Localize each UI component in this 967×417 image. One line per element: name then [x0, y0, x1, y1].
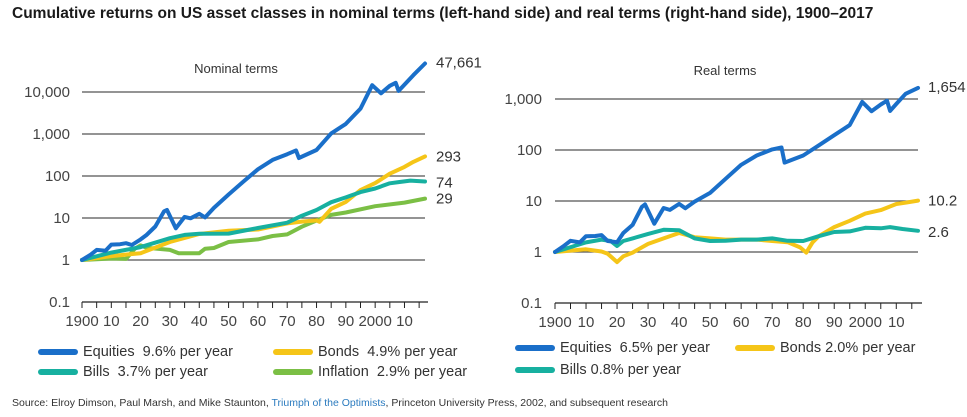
- x-tick-label: 1900: [538, 314, 571, 331]
- legend-swatch-equities: [38, 349, 78, 355]
- series-line-equities: [80, 61, 427, 262]
- legend-swatch-equities: [515, 345, 555, 351]
- panel-title: Nominal terms: [194, 61, 278, 76]
- x-tick-label: 80: [308, 313, 325, 330]
- legend-swatch-bills: [515, 367, 555, 373]
- end-label-bills: 74: [436, 174, 453, 191]
- source-suffix: , Princeton University Press, 2002, and …: [385, 397, 669, 409]
- x-tick-label: 60: [733, 314, 750, 331]
- legend-rate: 9.6% per year: [142, 344, 233, 360]
- y-tick-label: 1,000: [504, 91, 542, 108]
- legend-item-nominal-inflation: Inflation 2.9% per year: [273, 364, 467, 380]
- source-book-link[interactable]: Triumph of the Optimists: [271, 397, 386, 409]
- x-tick-label: 60: [250, 313, 267, 330]
- end-label-inflation: 29: [436, 191, 453, 208]
- end-label-bonds: 293: [436, 148, 461, 165]
- x-tick-label: 10: [578, 314, 595, 331]
- source-prefix: Source: Elroy Dimson, Paul Marsh, and Mi…: [12, 397, 272, 409]
- legend-item-nominal-bonds: Bonds 4.9% per year: [273, 344, 457, 360]
- y-tick-label: 1: [534, 244, 542, 261]
- legend-rate: 0.8% per year: [590, 362, 681, 378]
- end-label-bills: 2.6: [928, 224, 949, 241]
- x-tick-label: 2000: [358, 313, 391, 330]
- legend-label: Bills: [83, 364, 110, 380]
- legend-rate: 2.9% per year: [376, 364, 468, 380]
- x-tick-label: 90: [826, 314, 843, 331]
- x-tick-label: 20: [609, 314, 626, 331]
- y-tick-label: 100: [517, 142, 542, 159]
- x-tick-label: 30: [640, 314, 657, 331]
- legend-item-nominal-bills: Bills 3.7% per year: [38, 364, 208, 380]
- y-tick-label: 10: [525, 193, 542, 210]
- legend-label: Bonds: [318, 344, 360, 360]
- legend-rate: 2.0% per year: [825, 340, 916, 356]
- legend-swatch-bills: [38, 369, 78, 375]
- y-tick-label: 1,000: [32, 126, 70, 143]
- x-tick-label: 2000: [849, 314, 882, 331]
- legend-rate: 3.7% per year: [117, 364, 208, 380]
- series-line-bonds: [80, 154, 427, 262]
- x-tick-label: 50: [220, 313, 237, 330]
- x-tick-label: 1900: [65, 313, 98, 330]
- end-label-equities: 1,654: [928, 79, 966, 96]
- series-line-bills: [553, 225, 920, 254]
- legend-label: Bonds: [780, 340, 822, 356]
- source-note: Source: Elroy Dimson, Paul Marsh, and Mi…: [12, 397, 668, 409]
- chart-panel-nominal: Nominal terms 0.1 1 10 100 1,000 10,000 1900 10 2…: [24, 55, 482, 330]
- end-label-bonds: 10.2: [928, 193, 957, 210]
- x-tick-label: 40: [191, 313, 208, 330]
- x-tick-label: 90: [338, 313, 355, 330]
- y-tick-label: 10,000: [24, 84, 70, 101]
- legend-label: Inflation: [318, 364, 369, 380]
- x-tick-label: 70: [764, 314, 781, 331]
- x-tick-label: 20: [132, 313, 149, 330]
- x-tick-label: 50: [702, 314, 719, 331]
- legend-swatch-bonds: [735, 345, 775, 351]
- y-tick-label: 0.1: [521, 295, 542, 312]
- x-tick-label: 40: [671, 314, 688, 331]
- end-label-equities: 47,661: [436, 55, 482, 72]
- legend-rate: 6.5% per year: [619, 340, 710, 356]
- legend-label: Bills: [560, 362, 587, 378]
- series-line-equities: [553, 85, 920, 254]
- panel-title: Real terms: [694, 63, 757, 78]
- legend-label: Equities: [83, 344, 135, 360]
- x-tick-label: 10: [888, 314, 905, 331]
- series-line-bonds: [553, 198, 920, 265]
- legend-rate: 4.9% per year: [367, 344, 458, 360]
- x-tick-label: 30: [162, 313, 179, 330]
- legend-swatch-bonds: [273, 349, 313, 355]
- y-tick-label: 10: [53, 210, 70, 227]
- figure-title: Cumulative returns on US asset classes i…: [12, 5, 874, 22]
- legend-item-nominal-equities: Equities 9.6% per year: [38, 344, 233, 360]
- legend-item-real-bills: Bills 0.8% per year: [515, 362, 681, 378]
- y-tick-label: 0.1: [49, 294, 70, 311]
- x-tick-label: 70: [279, 313, 296, 330]
- y-tick-label: 100: [45, 168, 70, 185]
- legend-item-real-bonds: Bonds 2.0% per year: [735, 340, 915, 356]
- x-tick-label: 10: [396, 313, 413, 330]
- chart-panel-real: Real terms 0.1 1 10 100 1,000 1900 10 20 30 40 50 60…: [504, 63, 965, 331]
- legend-item-real-equities: Equities 6.5% per year: [515, 340, 710, 356]
- series-line-bills: [80, 178, 427, 262]
- x-tick-label: 80: [795, 314, 812, 331]
- legend-swatch-inflation: [273, 369, 313, 375]
- x-tick-label: 10: [103, 313, 120, 330]
- y-tick-label: 1: [62, 252, 70, 269]
- legend-label: Equities: [560, 340, 612, 356]
